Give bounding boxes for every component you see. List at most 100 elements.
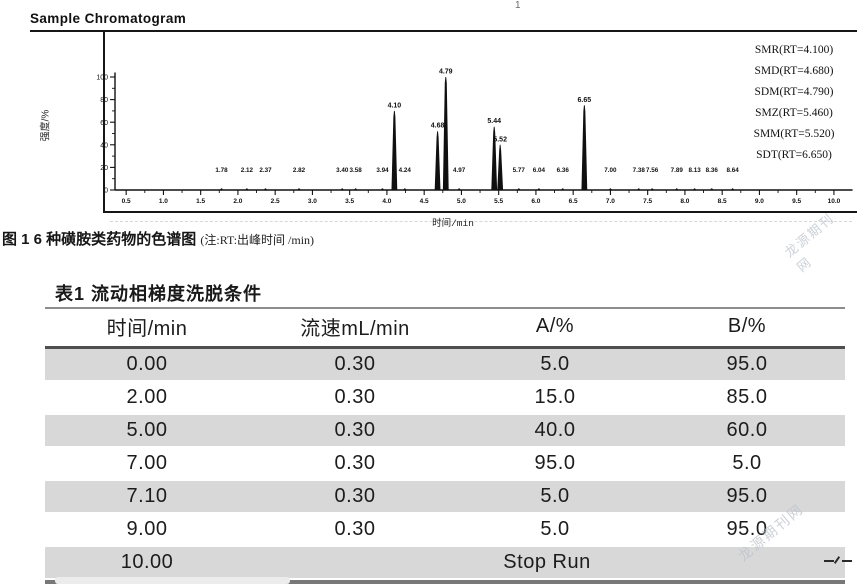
svg-text:4.97: 4.97 — [453, 167, 466, 174]
table-cell: 95.0 — [649, 346, 845, 382]
svg-text:6.65: 6.65 — [578, 97, 592, 104]
table-row: 2.00 0.30 15.0 85.0 — [45, 381, 845, 414]
legend-entry: SMD(RT=4.680) — [754, 65, 834, 77]
svg-text:40: 40 — [100, 142, 108, 149]
table-cell: 5.0 — [461, 346, 649, 382]
legend-entry: SMM(RT=5.520) — [753, 128, 835, 140]
svg-text:2.82: 2.82 — [293, 167, 306, 174]
chromatogram-plot: 0 20 40 60 80 100 0.5 1.0 1.5 2.0 2.5 3.0 3.5 4.0 4.5 5… — [96, 69, 853, 205]
svg-text:4.68: 4.68 — [431, 123, 445, 130]
svg-text:60: 60 — [100, 120, 108, 127]
table-cell: 7.10 — [45, 479, 249, 514]
table-cell: 95.0 — [534, 452, 576, 474]
table-cell: 95.0 — [726, 518, 768, 540]
table-title: 表1 流动相梯度洗脱条件 — [55, 284, 263, 304]
table-cell: 5.00 — [45, 413, 249, 448]
page-number-mark: 1 — [515, 0, 521, 11]
svg-text:4.24: 4.24 — [399, 167, 412, 174]
svg-text:5.0: 5.0 — [457, 198, 466, 205]
table-cell: 0.30 — [334, 386, 376, 408]
table-cell: 0.00 — [45, 346, 249, 382]
table-cell: 5.0 — [732, 452, 762, 474]
svg-text:3.58: 3.58 — [350, 167, 363, 174]
svg-text:8.5: 8.5 — [718, 198, 727, 205]
svg-text:2.12: 2.12 — [241, 167, 254, 174]
svg-text:3.94: 3.94 — [376, 167, 389, 174]
table-row: 9.00 0.30 5.0 95.0 — [45, 513, 845, 546]
svg-text:80: 80 — [100, 97, 108, 104]
svg-text:6.04: 6.04 — [533, 167, 546, 174]
column-header: 流速mL/min — [249, 309, 461, 349]
column-header: 时间/min — [45, 309, 249, 349]
table-cell: 5.0 — [540, 518, 570, 540]
svg-text:2.0: 2.0 — [233, 198, 242, 205]
svg-text:8.13: 8.13 — [688, 167, 701, 174]
svg-text:4.0: 4.0 — [382, 198, 391, 205]
table-cell: 0.30 — [249, 346, 461, 382]
svg-text:0.5: 0.5 — [122, 198, 131, 205]
svg-text:3.5: 3.5 — [345, 198, 354, 205]
svg-text:6.0: 6.0 — [531, 198, 540, 205]
svg-text:3.40: 3.40 — [336, 167, 349, 174]
svg-text:4.79: 4.79 — [439, 69, 453, 76]
svg-text:5.5: 5.5 — [494, 198, 503, 205]
column-header: A/% — [461, 309, 649, 349]
svg-text:6.5: 6.5 — [569, 198, 578, 205]
gradient-table-head-row: 时间/min 流速mL/min A/% B/% — [45, 309, 845, 349]
svg-text:8.64: 8.64 — [726, 167, 739, 174]
scan-line-artifact — [110, 221, 852, 222]
table-cell: 0.30 — [249, 413, 461, 448]
scan-artifact — [824, 556, 854, 564]
svg-text:8.36: 8.36 — [706, 167, 719, 174]
table-cell: 9.00 — [126, 518, 168, 540]
chart-title: Sample Chromatogram — [30, 11, 187, 26]
legend-entry: SDT(RT=6.650) — [756, 149, 832, 161]
figure-caption-main: 图 1 6 种磺胺类药物的色谱图 — [2, 231, 197, 248]
svg-text:5.77: 5.77 — [513, 167, 526, 174]
table-cell: 85.0 — [726, 386, 768, 408]
svg-text:9.5: 9.5 — [792, 198, 801, 205]
table-row: 7.00 0.30 95.0 5.0 — [45, 447, 845, 480]
svg-text:7.00: 7.00 — [604, 167, 617, 174]
chart-frame-left — [103, 30, 105, 213]
chart-legend: SMR(RT=4.100) SMD(RT=4.680) SDM(RT=4.790) S… — [735, 40, 853, 166]
svg-text:2.5: 2.5 — [271, 198, 280, 205]
table-row: 5.00 0.30 40.0 60.0 — [45, 413, 845, 448]
y-axis-label: 强度/% — [40, 109, 52, 142]
svg-text:2.37: 2.37 — [259, 167, 272, 174]
svg-text:6.36: 6.36 — [557, 167, 570, 174]
svg-text:1.5: 1.5 — [196, 198, 205, 205]
svg-text:100: 100 — [96, 75, 108, 82]
figure-caption-note: (注:RT:出峰时间 /min) — [200, 233, 315, 247]
table-cell: 7.00 — [126, 452, 168, 474]
svg-text:9.0: 9.0 — [755, 198, 764, 205]
column-header: B/% — [649, 309, 845, 349]
svg-text:8.0: 8.0 — [680, 198, 689, 205]
svg-text:7.38: 7.38 — [633, 167, 646, 174]
table-row: 7.10 0.30 5.0 95.0 — [45, 479, 845, 514]
x-axis-label: 时间/min — [432, 218, 474, 229]
svg-text:1.0: 1.0 — [159, 198, 168, 205]
stop-run-cell: Stop Run — [249, 545, 845, 580]
svg-text:10.0: 10.0 — [828, 198, 841, 205]
table-cell: 10.00 — [45, 545, 249, 580]
table-cell: 2.00 — [126, 386, 168, 408]
table-cell: 95.0 — [649, 479, 845, 514]
table-cell: 0.30 — [334, 452, 376, 474]
svg-text:4.5: 4.5 — [420, 198, 429, 205]
svg-text:7.56: 7.56 — [646, 167, 659, 174]
svg-text:0: 0 — [104, 188, 108, 195]
svg-text:20: 20 — [100, 165, 108, 172]
chart-frame-bottom — [103, 211, 857, 213]
table-cell: 0.30 — [249, 479, 461, 514]
figure-caption: 图 1 6 种磺胺类药物的色谱图 (注:RT:出峰时间 /min) — [2, 228, 314, 249]
table-cell: 60.0 — [649, 413, 845, 448]
legend-entry: SMZ(RT=5.460) — [755, 107, 833, 119]
svg-text:7.0: 7.0 — [606, 198, 615, 205]
svg-text:3.0: 3.0 — [308, 198, 317, 205]
svg-text:5.44: 5.44 — [487, 118, 501, 125]
table-cell: 40.0 — [461, 413, 649, 448]
gradient-table-wrap: 时间/min 流速mL/min A/% B/% 0.00 0.30 5.0 95.0 2.00… — [45, 307, 845, 584]
table-cell: 15.0 — [534, 386, 576, 408]
table-cell: 0.30 — [334, 518, 376, 540]
